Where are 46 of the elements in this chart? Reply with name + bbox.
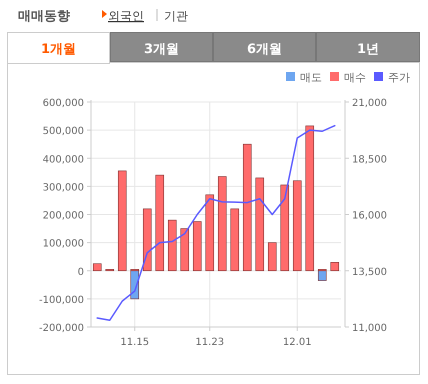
x-tick-label: 11.23 <box>195 337 224 348</box>
text: 3개월 <box>144 42 180 57</box>
bar <box>242 144 252 272</box>
y-tick-label: -200,000 <box>39 323 84 334</box>
y-tick-label: 200,000 <box>42 210 84 222</box>
bar <box>168 220 177 272</box>
bar <box>318 270 327 281</box>
legend-label: 매도 <box>300 71 322 84</box>
y-tick-label: 300,000 <box>42 182 84 194</box>
bar <box>180 228 190 272</box>
text: 1개월 <box>40 42 76 57</box>
bar <box>305 126 314 272</box>
y-tick-label: 400,000 <box>42 154 84 166</box>
chart-subtitle: 외국인 <box>108 9 144 23</box>
y2-tick-label: 21,000 <box>352 98 387 109</box>
text: 6개월 <box>246 42 282 57</box>
bar <box>205 194 214 272</box>
y-tick-label: -100,000 <box>39 294 84 306</box>
y-tick-label: 500,000 <box>42 126 84 138</box>
bar <box>142 208 152 272</box>
y2-tick-label: 18,500 <box>352 154 387 166</box>
legend-label: 주가 <box>388 71 410 84</box>
y2-tick-label: 16,000 <box>352 210 387 222</box>
bar <box>255 178 264 272</box>
y-tick-label: 100,000 <box>42 238 84 250</box>
bar <box>192 221 202 272</box>
bar <box>218 176 227 272</box>
bar <box>155 174 164 272</box>
bar <box>230 208 240 272</box>
y-tick-label: 600,000 <box>42 98 84 109</box>
text: 1년 <box>356 42 380 57</box>
legend-label: 매수 <box>344 71 366 84</box>
bar <box>92 263 102 272</box>
y2-tick-label: 13,500 <box>352 266 387 278</box>
y2-tick-label: 11,000 <box>352 323 387 334</box>
line-series <box>96 124 336 321</box>
text: 기관 <box>164 9 188 23</box>
bar <box>292 180 302 272</box>
bar <box>330 262 340 272</box>
bar <box>118 170 127 272</box>
x-tick-label: 12.01 <box>282 337 312 348</box>
bar <box>268 242 277 272</box>
bar <box>280 184 290 272</box>
y-tick-label: 0 <box>78 266 84 278</box>
chart-title: 매매동향 <box>18 9 70 24</box>
x-tick-label: 11.15 <box>120 337 150 348</box>
